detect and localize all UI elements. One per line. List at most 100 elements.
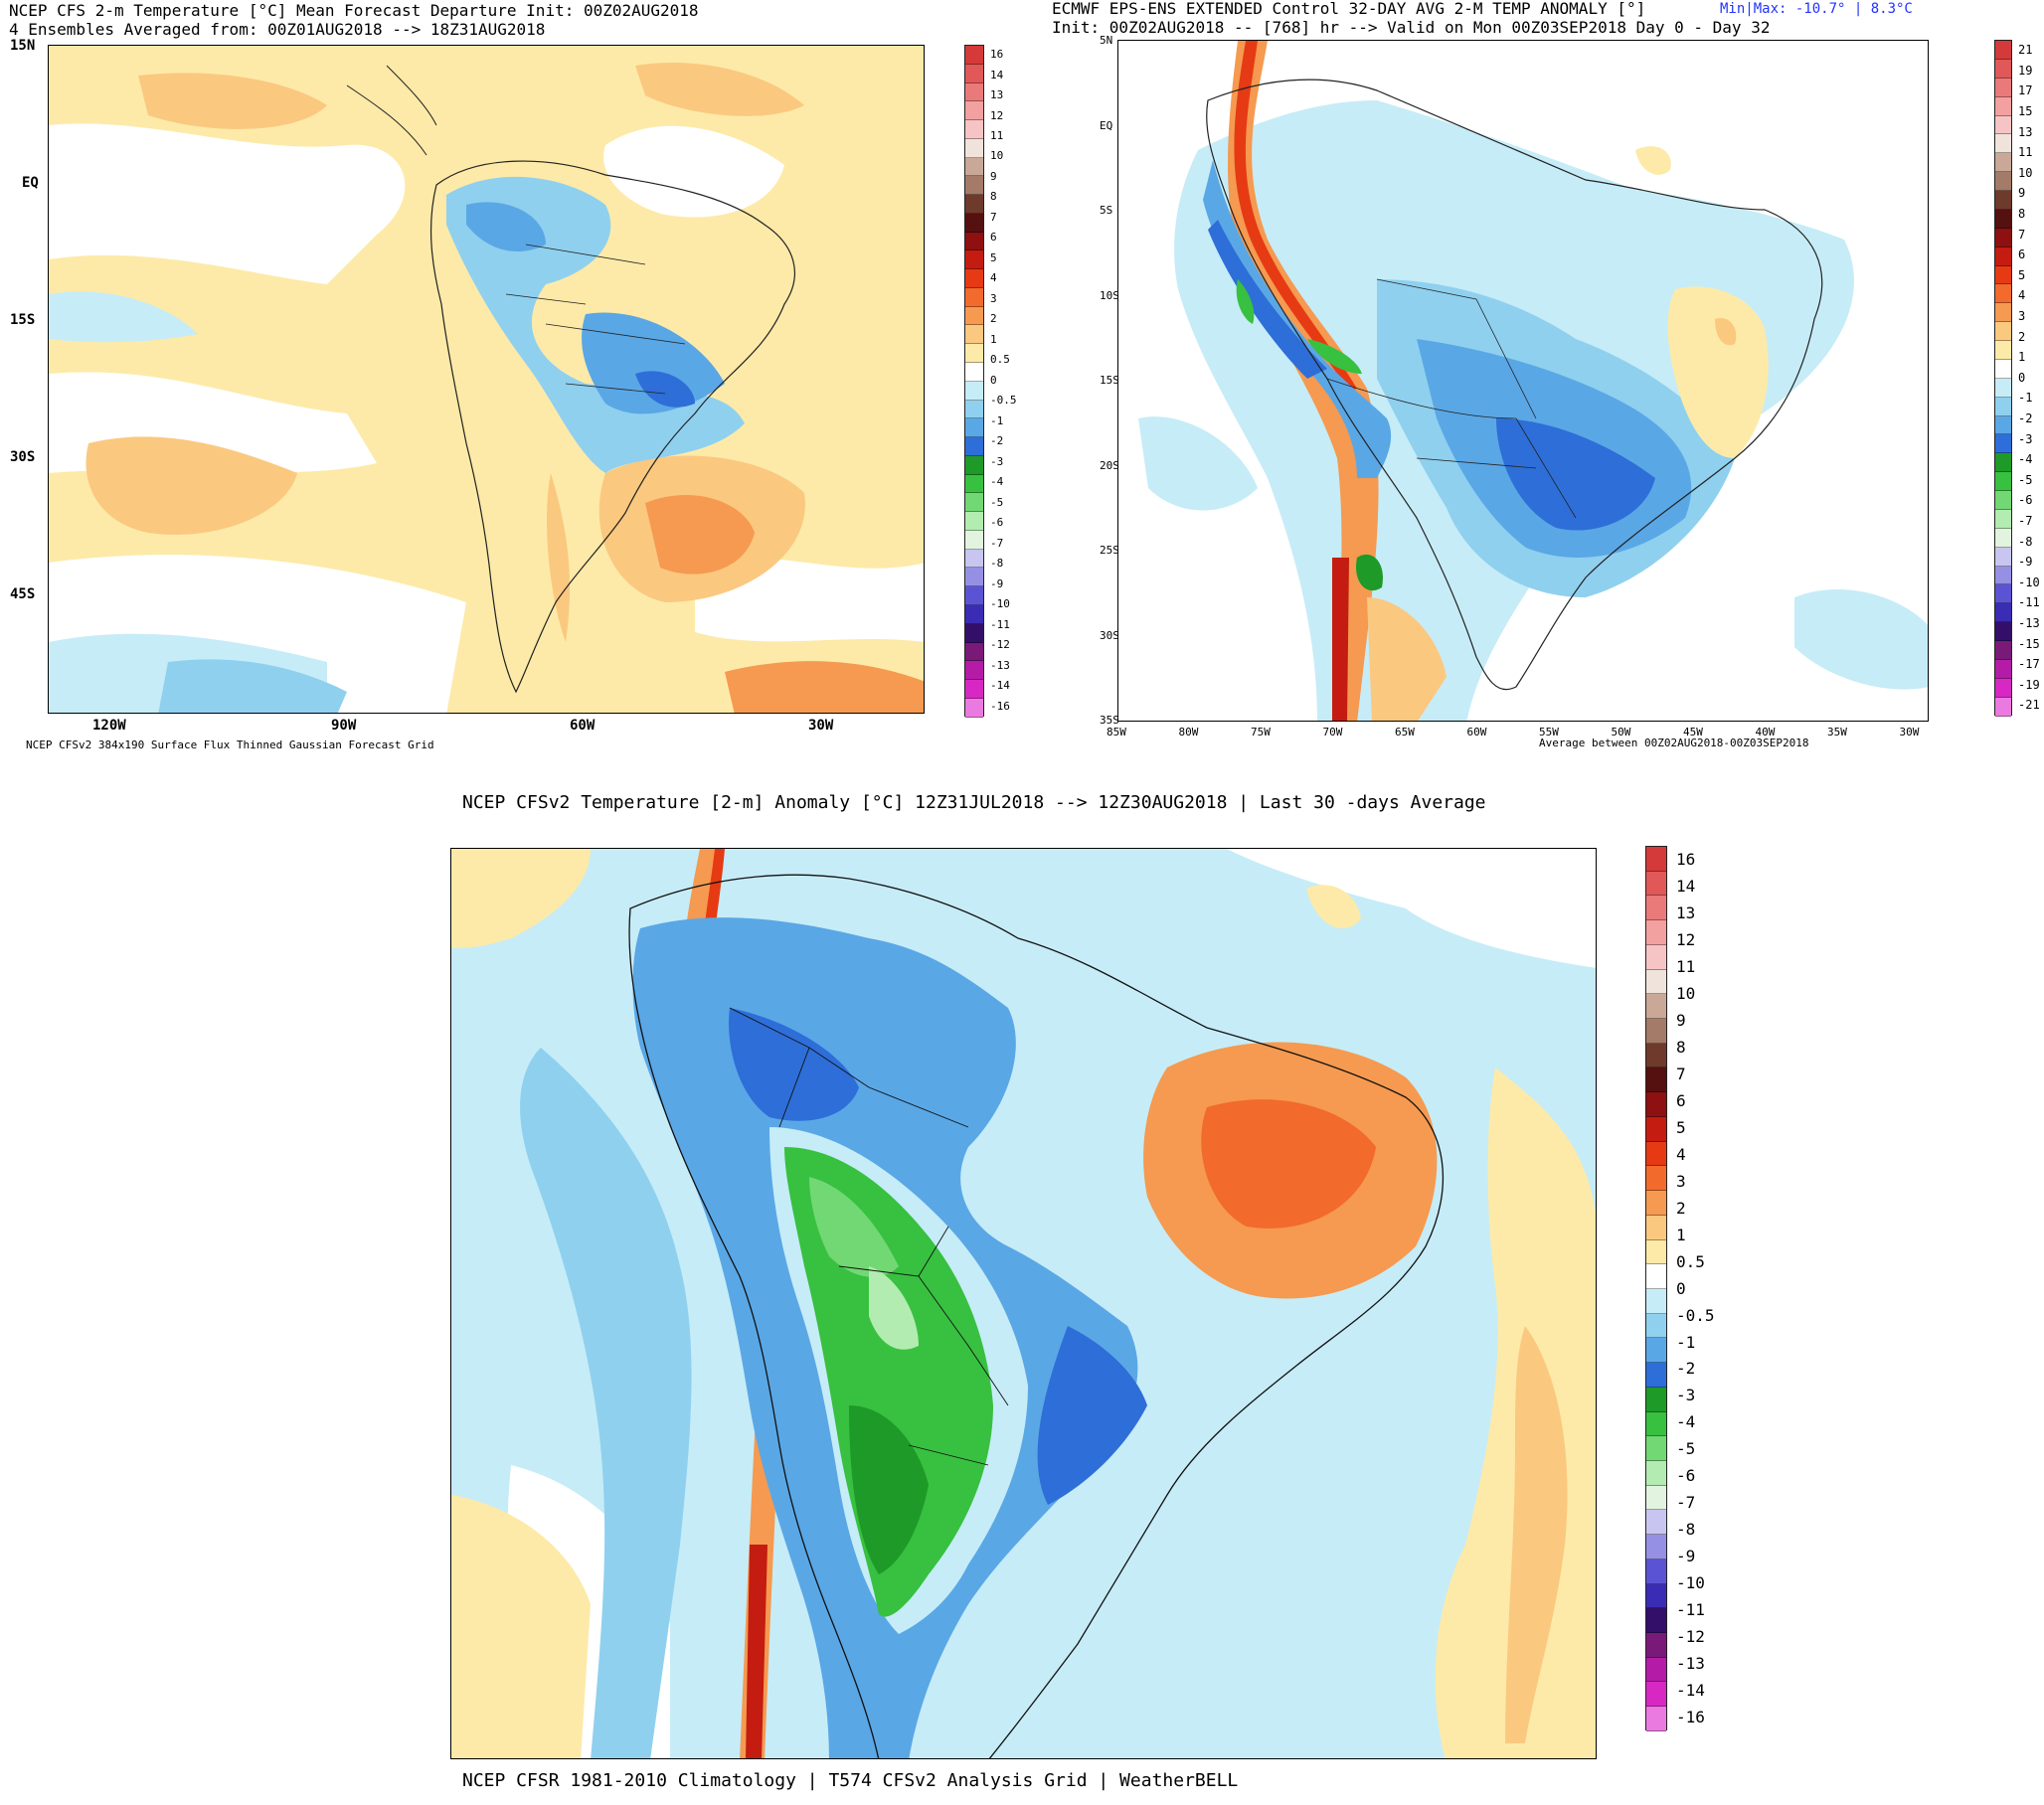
panel1-lat-label: 15N — [10, 38, 36, 54]
colorbar-label: -11 — [2018, 595, 2040, 610]
colorbar-swatch — [1646, 1682, 1666, 1708]
colorbar-label: -8 — [1676, 1520, 1696, 1540]
colorbar-label: 6 — [1676, 1090, 1686, 1110]
colorbar-swatch — [1646, 1485, 1666, 1511]
colorbar-label: 14 — [990, 68, 1004, 82]
colorbar-swatch — [1995, 96, 2011, 116]
colorbar-swatch — [965, 306, 983, 326]
colorbar-swatch — [965, 493, 983, 513]
colorbar-swatch — [1995, 228, 2011, 247]
colorbar-swatch — [965, 530, 983, 550]
colorbar-swatch — [965, 623, 983, 643]
colorbar-label: 21 — [2018, 43, 2033, 58]
colorbar-swatch — [1995, 472, 2011, 491]
colorbar-swatch — [1995, 265, 2011, 285]
colorbar-swatch — [1995, 491, 2011, 510]
colorbar-swatch — [1995, 209, 2011, 229]
colorbar-label: 0.5 — [1676, 1251, 1705, 1271]
colorbar-label: -14 — [1676, 1681, 1705, 1701]
colorbar-label: 13 — [2018, 124, 2033, 139]
colorbar-swatch — [1995, 246, 2011, 266]
colorbar-label: -11 — [990, 617, 1010, 631]
colorbar-swatch — [965, 232, 983, 251]
colorbar-label: 9 — [2018, 186, 2026, 201]
panel1-footer: NCEP CFSv2 384x190 Surface Flux Thinned … — [26, 738, 434, 751]
colorbar-swatch — [1646, 1141, 1666, 1167]
colorbar-label: -11 — [1676, 1600, 1705, 1620]
colorbar-swatch — [1995, 359, 2011, 379]
colorbar-swatch — [1646, 1067, 1666, 1093]
panel2-lon-label: 60W — [1466, 726, 1487, 738]
panel2-lat-label: 5S — [1100, 204, 1113, 217]
colorbar-swatch — [1995, 284, 2011, 304]
colorbar-swatch — [1646, 1363, 1666, 1388]
colorbar-swatch — [1995, 378, 2011, 398]
colorbar-label: 4 — [2018, 288, 2026, 303]
colorbar-swatch — [965, 325, 983, 345]
colorbar-swatch — [965, 213, 983, 233]
colorbar-label: 12 — [1676, 929, 1696, 949]
panel3-colorbar — [1645, 846, 1667, 1731]
colorbar-swatch — [965, 176, 983, 196]
colorbar-swatch — [965, 363, 983, 382]
panel2-footer: Average between 00Z02AUG2018-00Z03SEP201… — [1539, 737, 1809, 749]
panel2-lon-label: 80W — [1178, 726, 1199, 738]
colorbar-swatch — [1995, 566, 2011, 585]
colorbar-label: -6 — [990, 516, 1004, 530]
colorbar-swatch — [965, 195, 983, 214]
panel3-map — [450, 848, 1597, 1759]
panel1-map — [48, 45, 925, 714]
panel2-lon-label: 85W — [1107, 726, 1126, 738]
colorbar-swatch — [1995, 659, 2011, 679]
colorbar-swatch — [1995, 603, 2011, 623]
colorbar-label: 10 — [990, 149, 1004, 163]
colorbar-swatch — [1646, 1215, 1666, 1240]
colorbar-label: 16 — [990, 48, 1004, 62]
colorbar-label: 0 — [1676, 1278, 1686, 1298]
panel2-lon-label: 45W — [1683, 726, 1703, 738]
colorbar-label: -2 — [2018, 411, 2033, 425]
colorbar-swatch — [1995, 415, 2011, 435]
colorbar-swatch — [1995, 172, 2011, 191]
colorbar-label: 1 — [1676, 1225, 1686, 1244]
colorbar-swatch — [1646, 920, 1666, 945]
colorbar-swatch — [1995, 678, 2011, 698]
colorbar-swatch — [1646, 1510, 1666, 1536]
colorbar-swatch — [1995, 341, 2011, 360]
colorbar-label: -4 — [1676, 1412, 1696, 1432]
colorbar-swatch — [1995, 59, 2011, 79]
colorbar-swatch — [1995, 303, 2011, 323]
colorbar-swatch — [1646, 1460, 1666, 1486]
colorbar-swatch — [965, 250, 983, 270]
colorbar-swatch — [965, 381, 983, 401]
colorbar-label: 19 — [2018, 63, 2033, 78]
colorbar-swatch — [1646, 1559, 1666, 1584]
colorbar-label: -5 — [1676, 1439, 1696, 1459]
colorbar-label: 9 — [1676, 1010, 1686, 1030]
colorbar-swatch — [1995, 697, 2011, 717]
colorbar-label: 7 — [2018, 227, 2026, 242]
colorbar-swatch — [965, 157, 983, 177]
colorbar-label: -12 — [990, 638, 1010, 652]
panel1-lat-label: 45S — [10, 586, 36, 602]
panel1-lon-label: 120W — [92, 718, 126, 734]
colorbar-swatch — [1646, 1583, 1666, 1609]
colorbar-swatch — [965, 64, 983, 83]
panel1-title-line1: NCEP CFS 2-m Temperature [°C] Mean Forec… — [9, 1, 699, 20]
colorbar-label: -2 — [990, 434, 1004, 448]
panel1-lon-label: 90W — [331, 718, 357, 734]
colorbar-label: 9 — [990, 169, 997, 183]
colorbar-label: 7 — [990, 210, 997, 224]
panel3-footer: NCEP CFSR 1981-2010 Climatology | T574 C… — [462, 1770, 1239, 1791]
colorbar-label: 2 — [990, 312, 997, 326]
colorbar-label: 2 — [1676, 1198, 1686, 1218]
colorbar-label: 5 — [990, 250, 997, 264]
colorbar-label: 7 — [1676, 1064, 1686, 1083]
colorbar-swatch — [1646, 896, 1666, 921]
colorbar-label: 14 — [1676, 877, 1696, 896]
colorbar-swatch — [965, 269, 983, 288]
colorbar-swatch — [965, 46, 983, 65]
colorbar-swatch — [965, 661, 983, 681]
colorbar-label: -1 — [990, 413, 1004, 427]
colorbar-label: -9 — [2018, 555, 2033, 570]
